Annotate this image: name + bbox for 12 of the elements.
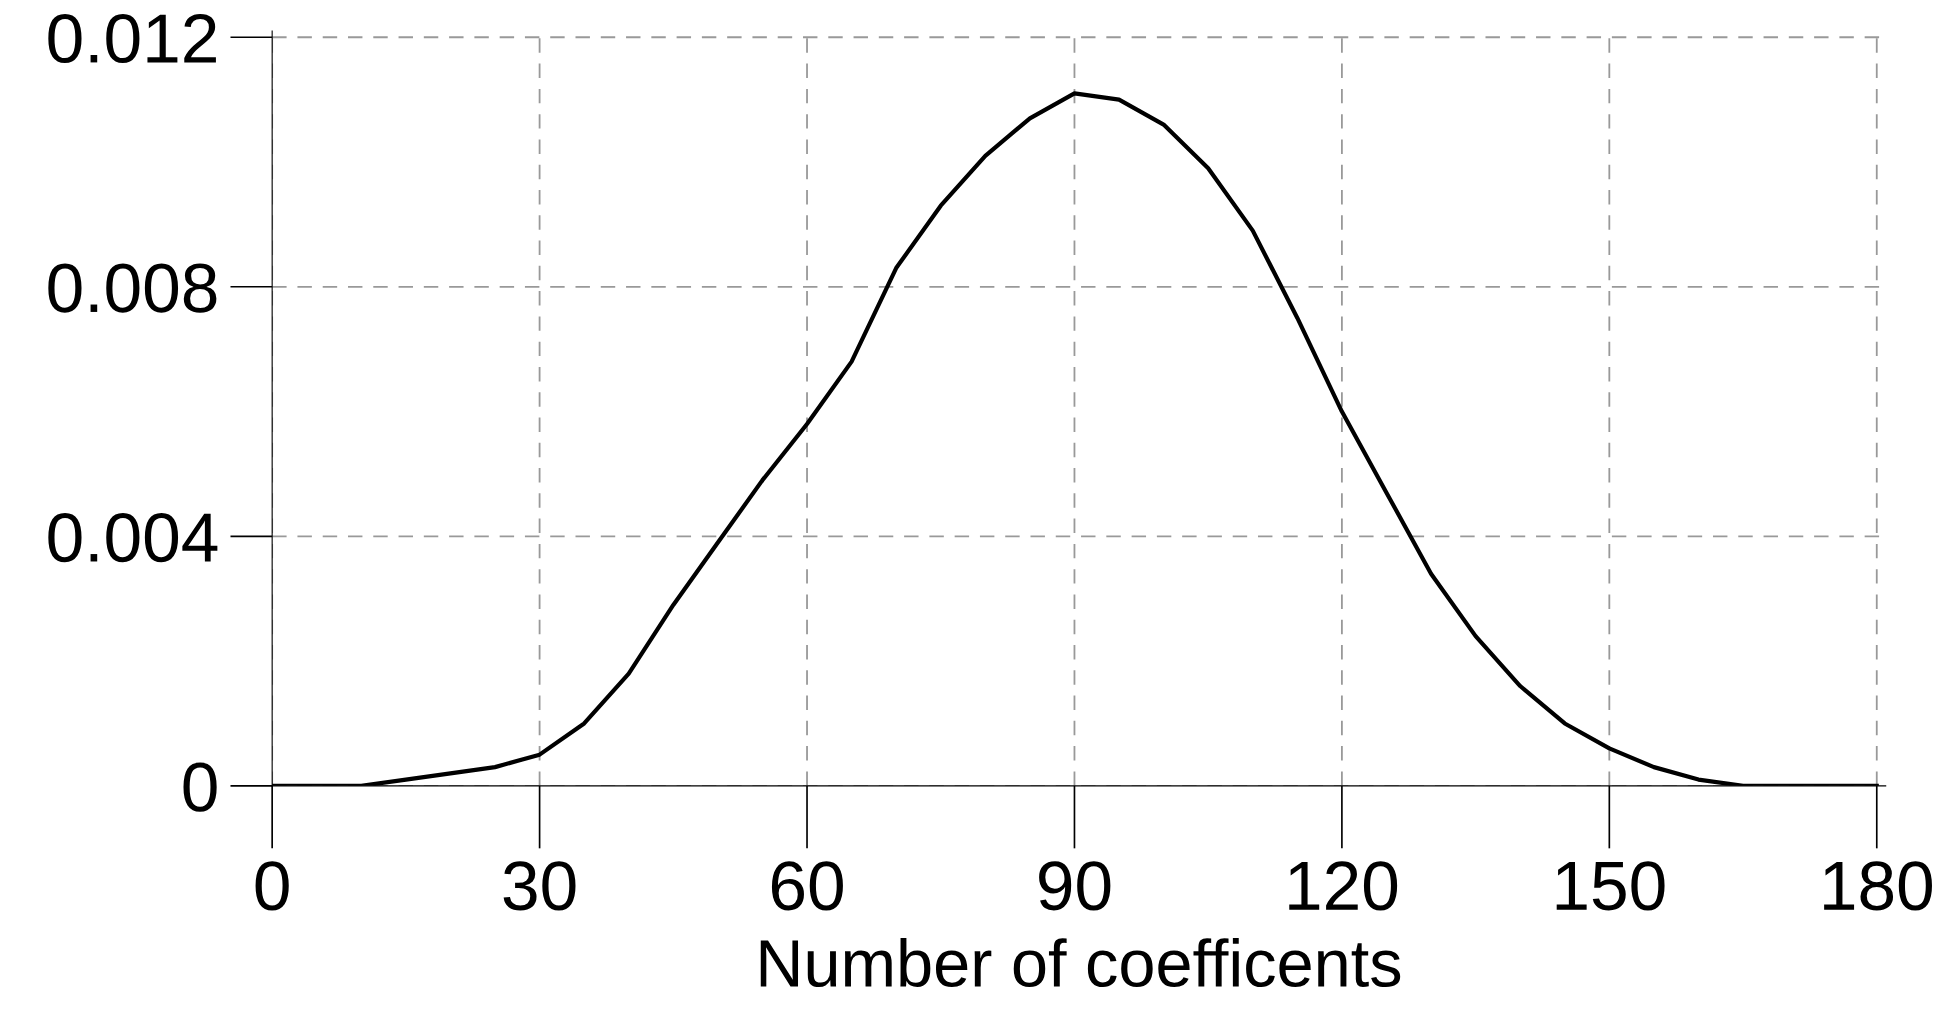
x-tick-label: 180: [1824, 861, 1932, 911]
y-tick-label: 0.004: [48, 512, 218, 563]
x-tick-label: 90: [1039, 861, 1111, 911]
x-tick-label: 150: [1556, 861, 1665, 911]
y-tick-label: 0.008: [48, 263, 217, 313]
x-tick-label: 60: [771, 861, 843, 911]
x-tick-label: 120: [1289, 861, 1398, 911]
x-tick-label: 0: [255, 861, 289, 911]
x-tick-label: 30: [503, 861, 576, 911]
x-axis-title: Number of coefficents: [760, 938, 1401, 988]
y-tick-label: 0: [183, 762, 217, 812]
y-tick-label: 0.012: [48, 13, 216, 64]
